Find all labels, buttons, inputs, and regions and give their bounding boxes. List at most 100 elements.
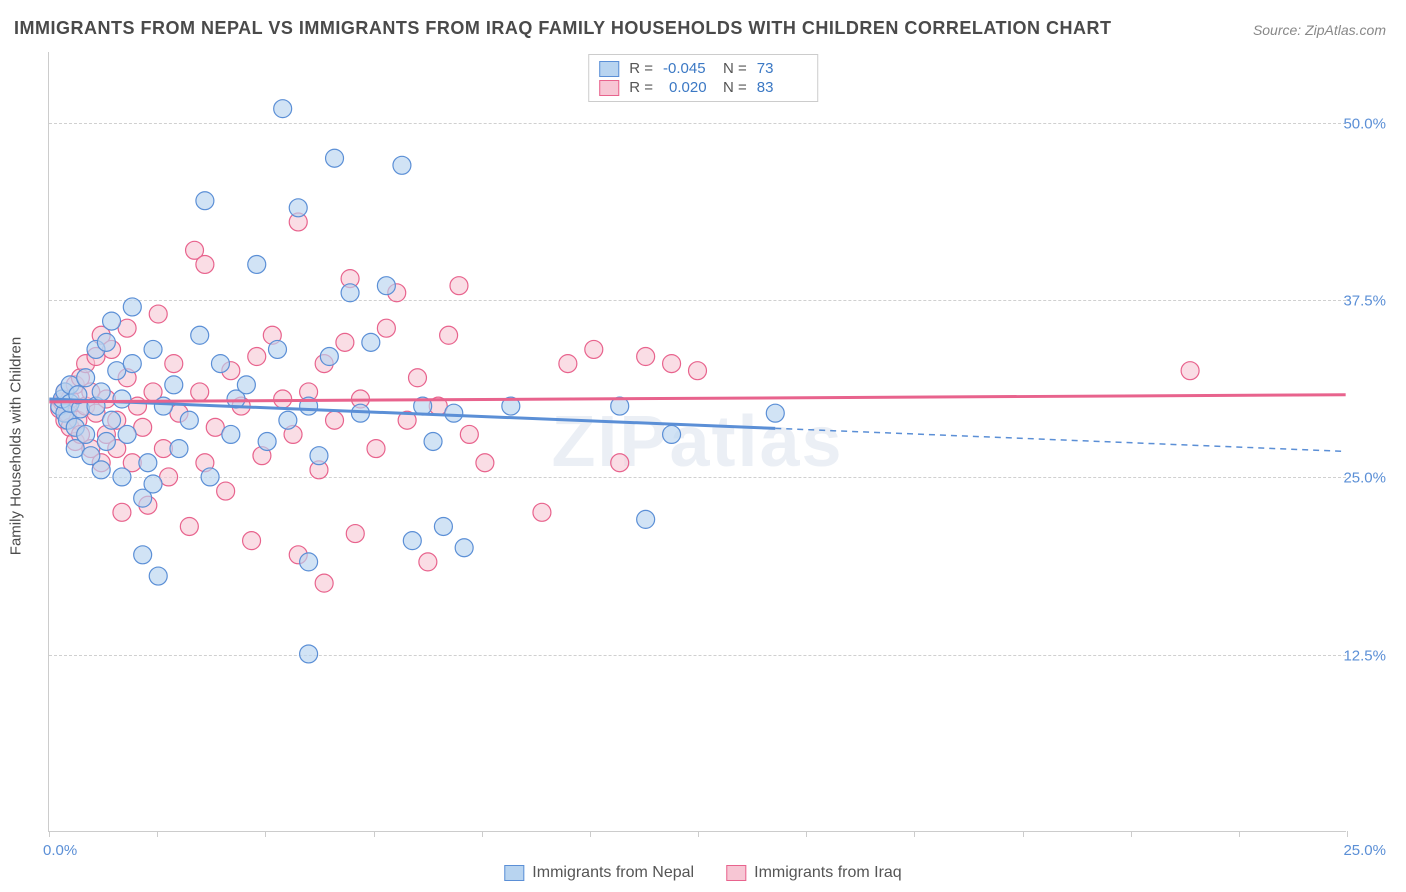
legend-row-iraq: R = 0.020 N = 83	[599, 78, 807, 97]
swatch-iraq	[599, 80, 619, 96]
legend-label-iraq: Immigrants from Iraq	[754, 864, 902, 882]
chart-title: IMMIGRANTS FROM NEPAL VS IMMIGRANTS FROM…	[14, 18, 1112, 39]
y-tick-label: 50.0%	[1338, 115, 1394, 132]
scatter-point	[346, 525, 364, 543]
source-label: Source: ZipAtlas.com	[1253, 22, 1386, 38]
scatter-point	[663, 425, 681, 443]
scatter-point	[377, 319, 395, 337]
scatter-point	[585, 340, 603, 358]
scatter-point	[196, 192, 214, 210]
scatter-point	[222, 425, 240, 443]
scatter-point	[377, 277, 395, 295]
scatter-point	[362, 333, 380, 351]
scatter-point	[409, 369, 427, 387]
scatter-point	[663, 355, 681, 373]
scatter-point	[476, 454, 494, 472]
scatter-point	[455, 539, 473, 557]
x-tick	[1347, 831, 1348, 837]
scatter-point	[170, 440, 188, 458]
plot-area: ZIPatlas 0.0% 25.0% 12.5%25.0%37.5%50.0%	[48, 52, 1346, 832]
scatter-point	[97, 333, 115, 351]
scatter-point	[180, 517, 198, 535]
scatter-point	[274, 390, 292, 408]
scatter-point	[165, 376, 183, 394]
scatter-point	[180, 411, 198, 429]
n-label: N =	[723, 60, 747, 77]
scatter-point	[403, 532, 421, 550]
scatter-point	[149, 305, 167, 323]
r-label: R =	[629, 60, 653, 77]
legend-item-iraq: Immigrants from Iraq	[726, 864, 902, 882]
scatter-point	[113, 503, 131, 521]
scatter-point	[315, 574, 333, 592]
scatter-point	[766, 404, 784, 422]
r-value-iraq: 0.020	[663, 79, 713, 96]
swatch-iraq-bottom	[726, 865, 746, 881]
scatter-point	[97, 433, 115, 451]
x-tick	[482, 831, 483, 837]
x-tick	[698, 831, 699, 837]
scatter-point	[326, 149, 344, 167]
scatter-point	[460, 425, 478, 443]
scatter-point	[92, 461, 110, 479]
n-label: N =	[723, 79, 747, 96]
scatter-point	[611, 454, 629, 472]
x-tick	[590, 831, 591, 837]
scatter-point	[341, 284, 359, 302]
legend-item-nepal: Immigrants from Nepal	[504, 864, 694, 882]
scatter-point	[393, 156, 411, 174]
scatter-point	[144, 475, 162, 493]
scatter-point	[450, 277, 468, 295]
x-tick	[1239, 831, 1240, 837]
scatter-point	[211, 355, 229, 373]
scatter-point	[637, 510, 655, 528]
scatter-point	[237, 376, 255, 394]
scatter-point	[637, 348, 655, 366]
scatter-point	[217, 482, 235, 500]
scatter-point	[320, 348, 338, 366]
correlation-legend: R = -0.045 N = 73 R = 0.020 N = 83	[588, 54, 818, 102]
n-value-iraq: 83	[757, 79, 807, 96]
scatter-point	[103, 312, 121, 330]
scatter-point	[201, 468, 219, 486]
scatter-point	[689, 362, 707, 380]
scatter-point	[268, 340, 286, 358]
scatter-point	[424, 433, 442, 451]
scatter-point	[248, 348, 266, 366]
scatter-point	[258, 433, 276, 451]
scatter-point	[113, 468, 131, 486]
scatter-point	[77, 425, 95, 443]
swatch-nepal-bottom	[504, 865, 524, 881]
scatter-point	[1181, 362, 1199, 380]
trend-line-dashed	[775, 428, 1345, 451]
r-label: R =	[629, 79, 653, 96]
x-tick	[914, 831, 915, 837]
scatter-point	[123, 298, 141, 316]
scatter-point	[165, 355, 183, 373]
scatter-point	[336, 333, 354, 351]
x-tick	[1023, 831, 1024, 837]
y-tick-label: 37.5%	[1338, 293, 1394, 310]
scatter-point	[279, 411, 297, 429]
n-value-nepal: 73	[757, 60, 807, 77]
legend-row-nepal: R = -0.045 N = 73	[599, 59, 807, 78]
scatter-point	[92, 383, 110, 401]
scatter-point	[326, 411, 344, 429]
scatter-point	[149, 567, 167, 585]
scatter-point	[533, 503, 551, 521]
scatter-point	[103, 411, 121, 429]
scatter-point	[274, 100, 292, 118]
scatter-point	[113, 390, 131, 408]
scatter-point	[144, 340, 162, 358]
scatter-plot-svg	[49, 52, 1346, 831]
x-tick	[265, 831, 266, 837]
x-axis-max-label: 25.0%	[1338, 842, 1394, 859]
y-axis-title: Family Households with Children	[8, 337, 25, 555]
scatter-point	[310, 447, 328, 465]
scatter-point	[191, 383, 209, 401]
scatter-point	[139, 454, 157, 472]
scatter-point	[123, 355, 141, 373]
scatter-point	[77, 369, 95, 387]
x-tick	[49, 831, 50, 837]
scatter-point	[300, 645, 318, 663]
